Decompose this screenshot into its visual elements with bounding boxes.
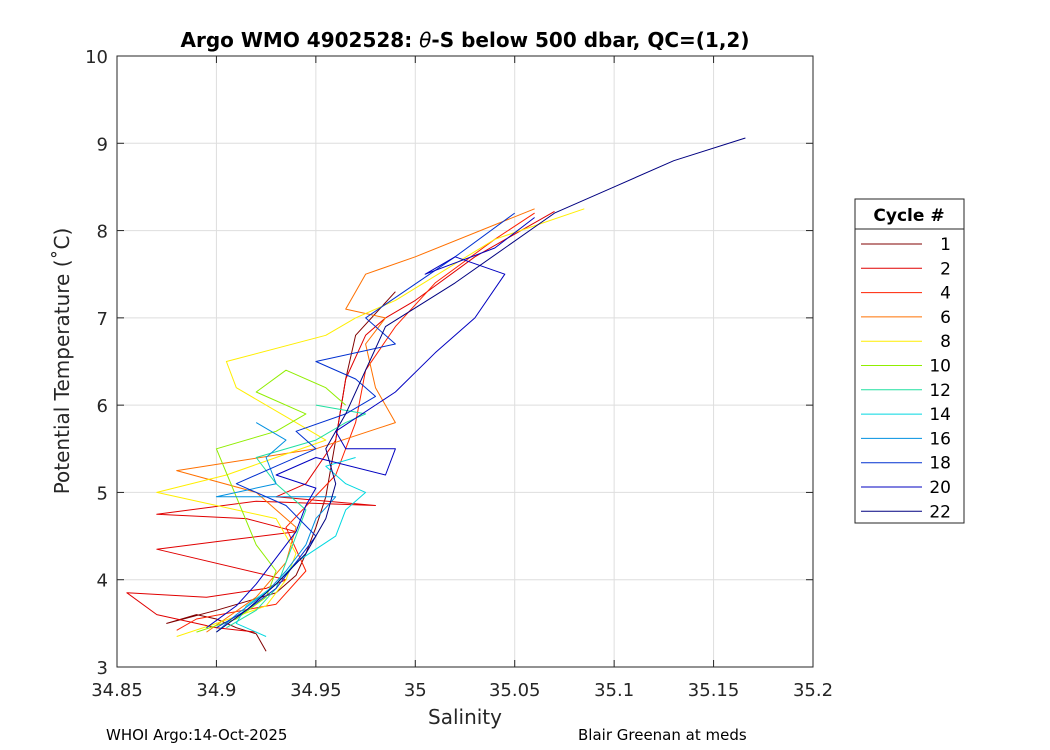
series-line-cycle-16: [215, 422, 337, 633]
series-line-cycle-6: [176, 208, 535, 633]
legend-label-cycle-10: 10: [929, 357, 951, 377]
legend-label-cycle-2: 2: [940, 259, 951, 279]
x-tick-label: 34.9: [196, 680, 236, 701]
legend-label-cycle-22: 22: [929, 502, 951, 522]
legend-label-cycle-4: 4: [940, 284, 951, 304]
x-tick-label: 35.15: [688, 680, 740, 701]
x-tick-label: 35.05: [489, 680, 541, 701]
series-lines: [126, 137, 746, 652]
x-axis-label: Salinity: [428, 705, 502, 729]
series-line-cycle-8: [156, 208, 585, 637]
series-line-cycle-20: [206, 217, 535, 629]
legend-label-cycle-8: 8: [940, 332, 951, 352]
legend-label-cycle-12: 12: [929, 381, 951, 401]
axis-ticks: 34.85 34.9 34.95 35 35.05 35.1 35.15 35.2 3 4 5 6 7 8…: [85, 47, 833, 701]
footer-right-credit: Blair Greenan at meds: [578, 726, 747, 744]
plot-area: [117, 56, 813, 667]
series-line-cycle-2: [126, 210, 555, 633]
series-line-cycle-10: [196, 369, 347, 633]
legend-label-cycle-14: 14: [929, 405, 951, 425]
x-tick-label: 34.85: [91, 680, 143, 701]
legend-label-cycle-16: 16: [929, 429, 951, 449]
x-tick-label: 35.1: [594, 680, 634, 701]
legend-label-cycle-6: 6: [940, 308, 951, 328]
title-prefix: Argo WMO 4902528:: [181, 28, 420, 52]
x-tick-label: 35.2: [793, 680, 833, 701]
y-tick-label: 8: [97, 222, 108, 243]
x-tick-label: 34.95: [290, 680, 342, 701]
footer-left-credit: WHOI Argo:14-Oct-2025: [106, 726, 288, 744]
legend-label-cycle-20: 20: [929, 478, 951, 498]
legend-title: Cycle #: [873, 206, 944, 226]
y-tick-label: 9: [97, 134, 108, 155]
title-suffix: -S below 500 dbar, QC=(1,2): [431, 28, 749, 52]
x-tick-label: 35: [404, 680, 427, 701]
y-tick-label: 6: [97, 396, 108, 417]
y-tick-label: 4: [97, 571, 108, 592]
legend-box: [854, 198, 965, 524]
y-tick-label: 10: [85, 47, 108, 68]
axes-frame: [116, 55, 814, 668]
legend-label-cycle-1: 1: [940, 235, 951, 255]
chart-title: Argo WMO 4902528: θ-S below 500 dbar, QC…: [181, 28, 750, 52]
title-theta: θ: [419, 28, 431, 52]
y-axis-label: Potential Temperature (˚C): [50, 228, 74, 495]
series-line-cycle-22: [216, 137, 746, 633]
legend-label-cycle-18: 18: [929, 454, 951, 474]
y-tick-label: 7: [97, 309, 108, 330]
y-tick-label: 3: [97, 658, 108, 679]
y-tick-label: 5: [97, 483, 108, 504]
